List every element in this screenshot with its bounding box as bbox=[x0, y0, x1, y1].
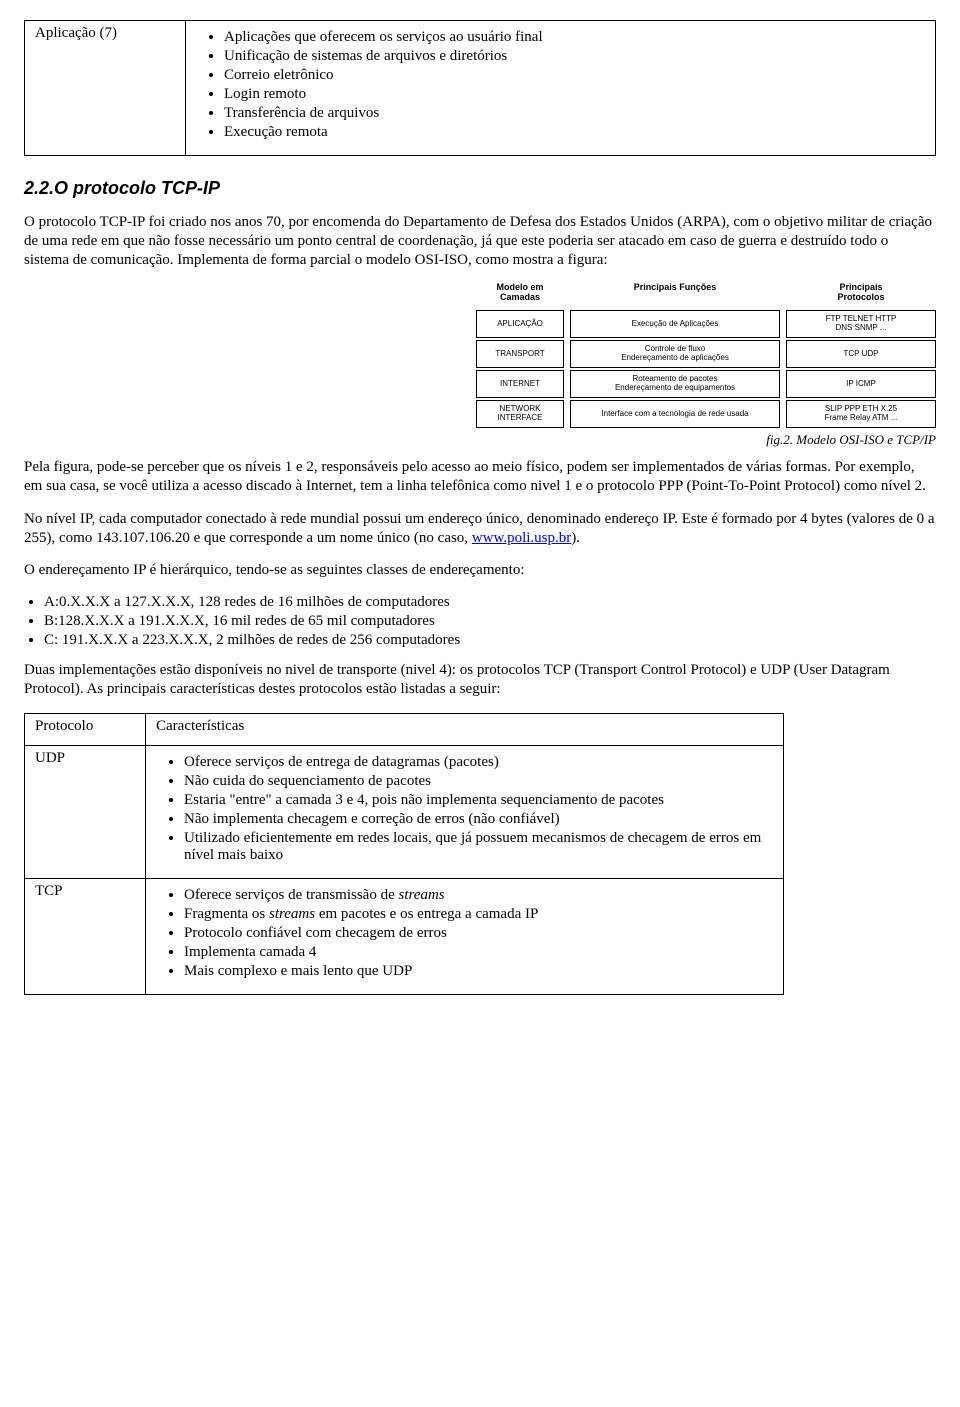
fig-layer-box: INTERNET bbox=[476, 370, 564, 398]
figure-osi-tcpip: Modelo emCamadas APLICAÇÃO TRANSPORT INT… bbox=[476, 283, 936, 448]
fig-layer-box: APLICAÇÃO bbox=[476, 310, 564, 338]
proto-bullet-list: Oferece serviços de entrega de datagrama… bbox=[184, 754, 773, 864]
proto-header-name: Protocolo bbox=[25, 713, 146, 745]
paragraph-levels: Pela figura, pode-se perceber que os nív… bbox=[24, 458, 936, 496]
list-item: Correio eletrônico bbox=[224, 67, 925, 84]
proto-row-name: UDP bbox=[25, 745, 146, 878]
list-item: B:128.X.X.X a 191.X.X.X, 16 mil redes de… bbox=[44, 613, 936, 630]
paragraph-transport: Duas implementações estão disponíveis no… bbox=[24, 661, 936, 699]
list-item: Login remoto bbox=[224, 86, 925, 103]
list-item: Fragmenta os streams em pacotes e os ent… bbox=[184, 906, 773, 923]
fig-layer-box: TRANSPORT bbox=[476, 340, 564, 368]
fig-proto-box: SLIP PPP ETH X.25Frame Relay ATM ... bbox=[786, 400, 936, 428]
fig-header-functions: Principais Funções bbox=[570, 283, 780, 308]
fig-layer-box: NETWORKINTERFACE bbox=[476, 400, 564, 428]
proto-row-name: TCP bbox=[25, 878, 146, 994]
figure-caption: fig.2. Modelo OSI-ISO e TCP/IP bbox=[476, 432, 936, 448]
fig-proto-box: TCP UDP bbox=[786, 340, 936, 368]
protocol-table: Protocolo Características UDP Oferece se… bbox=[24, 713, 784, 995]
paragraph-ip-post: ). bbox=[571, 530, 580, 546]
list-item: Implementa camada 4 bbox=[184, 944, 773, 961]
list-item: C: 191.X.X.X a 223.X.X.X, 2 milhões de r… bbox=[44, 632, 936, 649]
layer-table-right: Aplicações que oferecem os serviços ao u… bbox=[186, 21, 936, 156]
list-item: Protocolo confiável com checagem de erro… bbox=[184, 925, 773, 942]
layer-table: Aplicação (7) Aplicações que oferecem os… bbox=[24, 20, 936, 156]
fig-func-box: Roteamento de pacotesEndereçamento de eq… bbox=[570, 370, 780, 398]
fig-proto-box: FTP TELNET HTTPDNS SNMP ... bbox=[786, 310, 936, 338]
list-item: Execução remota bbox=[224, 124, 925, 141]
list-item: A:0.X.X.X a 127.X.X.X, 128 redes de 16 m… bbox=[44, 594, 936, 611]
link-poli-usp[interactable]: www.poli.usp.br bbox=[472, 530, 571, 546]
list-item: Utilizado eficientemente em redes locais… bbox=[184, 830, 773, 864]
list-item: Mais complexo e mais lento que UDP bbox=[184, 963, 773, 980]
fig-func-box: Execução de Aplicações bbox=[570, 310, 780, 338]
fig-proto-box: IP ICMP bbox=[786, 370, 936, 398]
fig-func-box: Interface com a tecnologia de rede usada bbox=[570, 400, 780, 428]
proto-row-chars: Oferece serviços de entrega de datagrama… bbox=[146, 745, 784, 878]
list-item: Não implementa checagem e correção de er… bbox=[184, 811, 773, 828]
section-title: 2.2.O protocolo TCP-IP bbox=[24, 178, 936, 199]
list-item: Oferece serviços de entrega de datagrama… bbox=[184, 754, 773, 771]
ip-classes-list: A:0.X.X.X a 127.X.X.X, 128 redes de 16 m… bbox=[44, 594, 936, 649]
paragraph-intro: O protocolo TCP-IP foi criado nos anos 7… bbox=[24, 213, 936, 269]
list-item: Transferência de arquivos bbox=[224, 105, 925, 122]
fig-func-box: Controle de fluxoEndereçamento de aplica… bbox=[570, 340, 780, 368]
layer-table-left: Aplicação (7) bbox=[25, 21, 186, 156]
paragraph-ip: No nível IP, cada computador conectado à… bbox=[24, 510, 936, 548]
fig-header-protocols: PrincipaisProtocolos bbox=[786, 283, 936, 308]
fig-header-layers: Modelo emCamadas bbox=[476, 283, 564, 308]
list-item: Não cuida do sequenciamento de pacotes bbox=[184, 773, 773, 790]
proto-row-chars: Oferece serviços de transmissão de strea… bbox=[146, 878, 784, 994]
proto-bullet-list: Oferece serviços de transmissão de strea… bbox=[184, 887, 773, 980]
paragraph-classes-intro: O endereçamento IP é hierárquico, tendo-… bbox=[24, 561, 936, 580]
list-item: Aplicações que oferecem os serviços ao u… bbox=[224, 29, 925, 46]
proto-header-char: Características bbox=[146, 713, 784, 745]
list-item: Unificação de sistemas de arquivos e dir… bbox=[224, 48, 925, 65]
layer-bullet-list: Aplicações que oferecem os serviços ao u… bbox=[224, 29, 925, 141]
list-item: Oferece serviços de transmissão de strea… bbox=[184, 887, 773, 904]
list-item: Estaria "entre" a camada 3 e 4, pois não… bbox=[184, 792, 773, 809]
layer-label: Aplicação (7) bbox=[35, 25, 117, 41]
